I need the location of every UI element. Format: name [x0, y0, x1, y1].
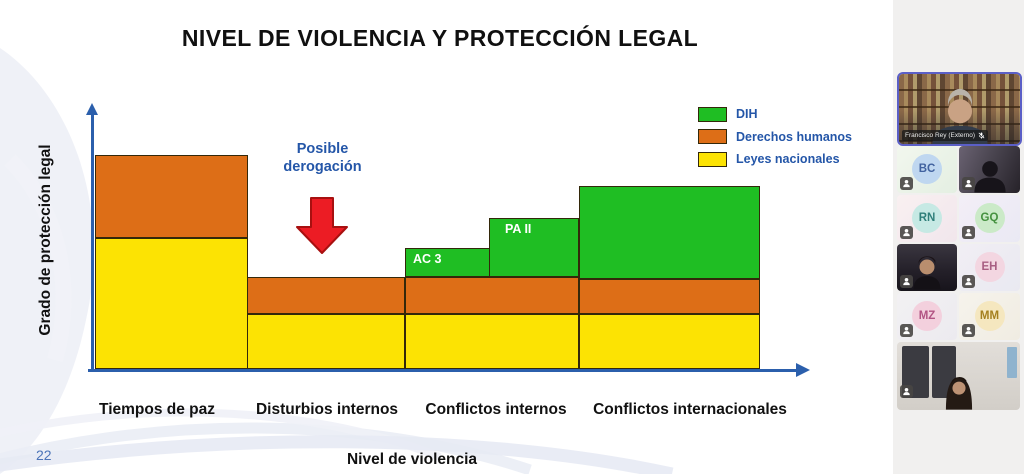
category-tiempos-de-paz: Tiempos de paz: [99, 401, 215, 418]
chart-legend: DIH Derechos humanos Leyes nacionales: [698, 103, 852, 171]
bar-segment-orange: [95, 155, 248, 238]
annotation-posible-derogacion: Posible derogación: [283, 141, 362, 176]
chart: AC 3 PA II Posible derogación Tiempos de…: [36, 103, 852, 468]
bar-segment-green: [405, 248, 490, 277]
participant-tile-eh[interactable]: EH: [959, 244, 1020, 291]
category-conflictos-internacionales: Conflictos internacionales: [593, 401, 787, 418]
shared-slide: NIVEL DE VIOLENCIA Y PROTECCIÓN LEGAL AC…: [0, 25, 853, 474]
participant-tile-rn[interactable]: RN: [897, 195, 957, 242]
bar-step-label-ac3: AC 3: [413, 252, 442, 266]
legend-item-dih: DIH: [698, 103, 852, 126]
category-conflictos-internos: Conflictos internos: [425, 401, 567, 418]
participant-tile-video-1[interactable]: [959, 146, 1020, 193]
avatar: RN: [912, 203, 942, 233]
category-disturbios-internos: Disturbios internos: [255, 401, 399, 418]
x-axis-title: Nivel de violencia: [346, 451, 478, 468]
slide-background-swirls: [0, 48, 674, 474]
bar-segment-yellow: [579, 314, 760, 369]
bar-segment-yellow: [247, 314, 405, 369]
avatar: EH: [974, 252, 1005, 282]
legend-swatch-green: [698, 106, 727, 122]
legend-item-derechos-humanos: Derechos humanos: [698, 126, 852, 149]
bar-segment-green: [489, 218, 579, 277]
participants-sidebar: Francisco Rey (Externo) BC: [893, 0, 1024, 474]
avatar: MZ: [912, 301, 942, 331]
bar-segment-orange: [405, 277, 579, 314]
participant-muted-icon: [962, 226, 975, 239]
legend-swatch-yellow: [698, 151, 727, 167]
bar-segment-orange: [247, 277, 405, 314]
person-silhouette: [945, 377, 972, 410]
person-silhouette: [973, 161, 1006, 193]
slide-title: NIVEL DE VIOLENCIA Y PROTECCIÓN LEGAL: [181, 25, 699, 51]
participant-tile-gq[interactable]: GQ: [959, 195, 1020, 242]
avatar: GQ: [974, 203, 1005, 233]
participant-tile-mm[interactable]: MM: [959, 293, 1020, 340]
participant-tile-bc[interactable]: BC: [897, 146, 957, 193]
wall-poster: [1007, 347, 1017, 378]
legend-item-leyes-nacionales: Leyes nacionales: [698, 148, 852, 171]
legend-swatch-orange: [698, 129, 727, 145]
bar-segment-orange: [579, 279, 760, 314]
participant-muted-icon: [900, 385, 913, 398]
speaker-name-label: Francisco Rey (Externo): [902, 130, 989, 141]
bar-segment-yellow: [405, 314, 579, 369]
bar-segment-green: [579, 186, 760, 279]
participant-muted-icon: [962, 324, 975, 337]
video-tile-main-speaker[interactable]: Francisco Rey (Externo): [897, 72, 1022, 146]
y-axis-line: [91, 114, 94, 372]
avatar: BC: [912, 154, 942, 184]
participant-tile-video-3[interactable]: [897, 342, 1020, 410]
participant-muted-icon: [900, 275, 913, 288]
participant-muted-icon: [962, 177, 975, 190]
participant-tile-mz[interactable]: MZ: [897, 293, 957, 340]
avatar: MM: [974, 301, 1005, 331]
participant-muted-icon: [900, 324, 913, 337]
y-axis-arrowhead-icon: [86, 103, 98, 115]
x-axis-arrowhead-icon: [796, 363, 810, 377]
participant-muted-icon: [900, 177, 913, 190]
bar-step-label-pa2: PA II: [505, 222, 532, 236]
x-axis-line: [88, 369, 798, 372]
participant-muted-icon: [962, 275, 975, 288]
bar-segment-yellow: [95, 238, 248, 369]
person-silhouette: [913, 256, 941, 290]
red-down-arrow-icon: [296, 197, 348, 254]
slide-page-number: 22: [36, 447, 52, 463]
participant-tile-video-2[interactable]: [897, 244, 957, 291]
y-axis-title: Grado de protección legal: [37, 144, 54, 336]
mic-off-icon: [978, 132, 985, 139]
participant-muted-icon: [900, 226, 913, 239]
